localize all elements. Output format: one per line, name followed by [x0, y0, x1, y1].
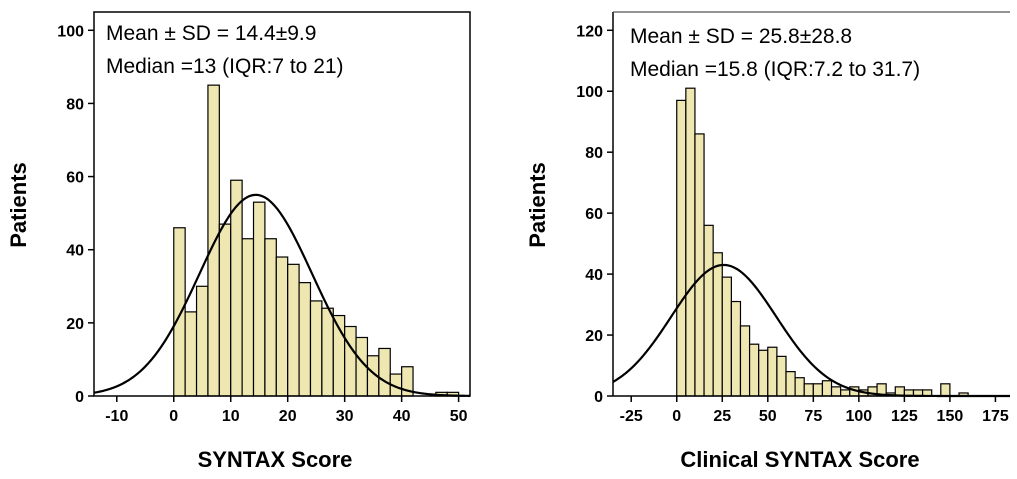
histogram-bar — [730, 300, 742, 397]
x-tick-label: 10 — [222, 408, 240, 425]
y-tick-label: 80 — [585, 145, 603, 162]
histogram-bar — [344, 325, 357, 397]
histogram-bar — [252, 201, 266, 397]
x-tick-label: 0 — [672, 408, 681, 425]
chart-xlabel: Clinical SYNTAX Score — [680, 447, 919, 472]
x-tick-label: 175 — [982, 408, 1009, 425]
x-tick-label: 100 — [845, 408, 872, 425]
y-tick-label: 100 — [57, 23, 84, 40]
histogram-bar — [309, 300, 323, 397]
histogram-bar — [803, 383, 814, 397]
histogram-bar — [794, 377, 805, 397]
y-tick-label: 40 — [66, 243, 84, 260]
stats-mean-sd: Mean ± SD = 25.8±28.8 — [630, 25, 852, 48]
histogram-bar — [712, 252, 723, 397]
histogram-bar — [287, 263, 300, 397]
y-tick-label: 20 — [66, 316, 84, 333]
x-tick-label: -10 — [105, 408, 128, 425]
chart-ylabel: Patients — [525, 162, 550, 248]
chart-xlabel: SYNTAX Score — [198, 447, 353, 472]
normal-curve — [612, 263, 1010, 398]
y-tick-label: 60 — [66, 170, 84, 187]
histogram-bar — [184, 311, 198, 397]
histogram-bar — [207, 84, 220, 397]
bars — [676, 87, 969, 397]
x-tick-label: 75 — [804, 408, 822, 425]
syntax-score-panel: Patients SYNTAX Score Mean ± SD = 14.4±9… — [6, 11, 471, 472]
histogram-bar — [685, 87, 696, 397]
histogram-bar — [821, 380, 833, 397]
histogram-bar — [676, 99, 687, 397]
histogram-bar — [173, 227, 186, 397]
y-tick-label: 120 — [576, 23, 603, 40]
histogram-bar — [830, 386, 842, 397]
histogram-bar — [785, 371, 796, 397]
histogram-bar — [241, 238, 255, 397]
histogram-bar — [748, 343, 760, 397]
stats-median-iqr: Median =13 (IQR:7 to 21) — [106, 55, 344, 78]
x-tick-label: 25 — [713, 408, 731, 425]
clinical-syntax-score-panel: Patients Clinical SYNTAX Score Mean ± SD… — [525, 11, 1010, 472]
y-tick-label: 100 — [576, 84, 603, 101]
y-tick-label: 20 — [585, 328, 603, 345]
x-tick-label: 20 — [279, 408, 297, 425]
x-tick-label: 150 — [937, 408, 964, 425]
histogram-bar — [776, 355, 787, 397]
histogram-bar — [275, 256, 289, 397]
y-tick-label: 40 — [585, 267, 603, 284]
histogram-bar — [218, 223, 232, 397]
x-tick-label: 30 — [336, 408, 354, 425]
histogram-bar — [940, 383, 951, 397]
histogram-bar — [298, 282, 312, 397]
histogram-bar — [840, 389, 851, 397]
histogram-bar — [721, 276, 732, 397]
y-tick-label: 0 — [75, 389, 84, 406]
stats-median-iqr: Median =15.8 (IQR:7.2 to 31.7) — [630, 58, 920, 81]
y-tick-label: 60 — [585, 206, 603, 223]
x-tick-label: 0 — [169, 408, 178, 425]
x-tick-label: -25 — [620, 408, 643, 425]
x-tick-label: 40 — [393, 408, 411, 425]
x-tick-label: 125 — [891, 408, 918, 425]
x-tick-label: 50 — [759, 408, 777, 425]
y-tick-label: 0 — [594, 389, 603, 406]
histogram-bar — [703, 224, 714, 397]
histogram-bar — [321, 307, 334, 397]
normal-curve — [93, 193, 471, 397]
histogram-bar — [694, 133, 705, 397]
histogram-bar — [264, 238, 277, 397]
histogram-bar — [767, 346, 778, 397]
histogram-bar — [378, 347, 391, 397]
stats-mean-sd: Mean ± SD = 14.4±9.9 — [106, 22, 316, 45]
y-tick-label: 80 — [66, 96, 84, 113]
x-tick-label: 50 — [450, 408, 468, 425]
histogram-bar — [739, 325, 751, 397]
histogram-bar — [195, 285, 209, 397]
histogram-bar — [758, 349, 769, 397]
histogram-bar — [812, 383, 824, 397]
plot-frame — [93, 11, 471, 397]
chart-ylabel: Patients — [6, 162, 31, 248]
